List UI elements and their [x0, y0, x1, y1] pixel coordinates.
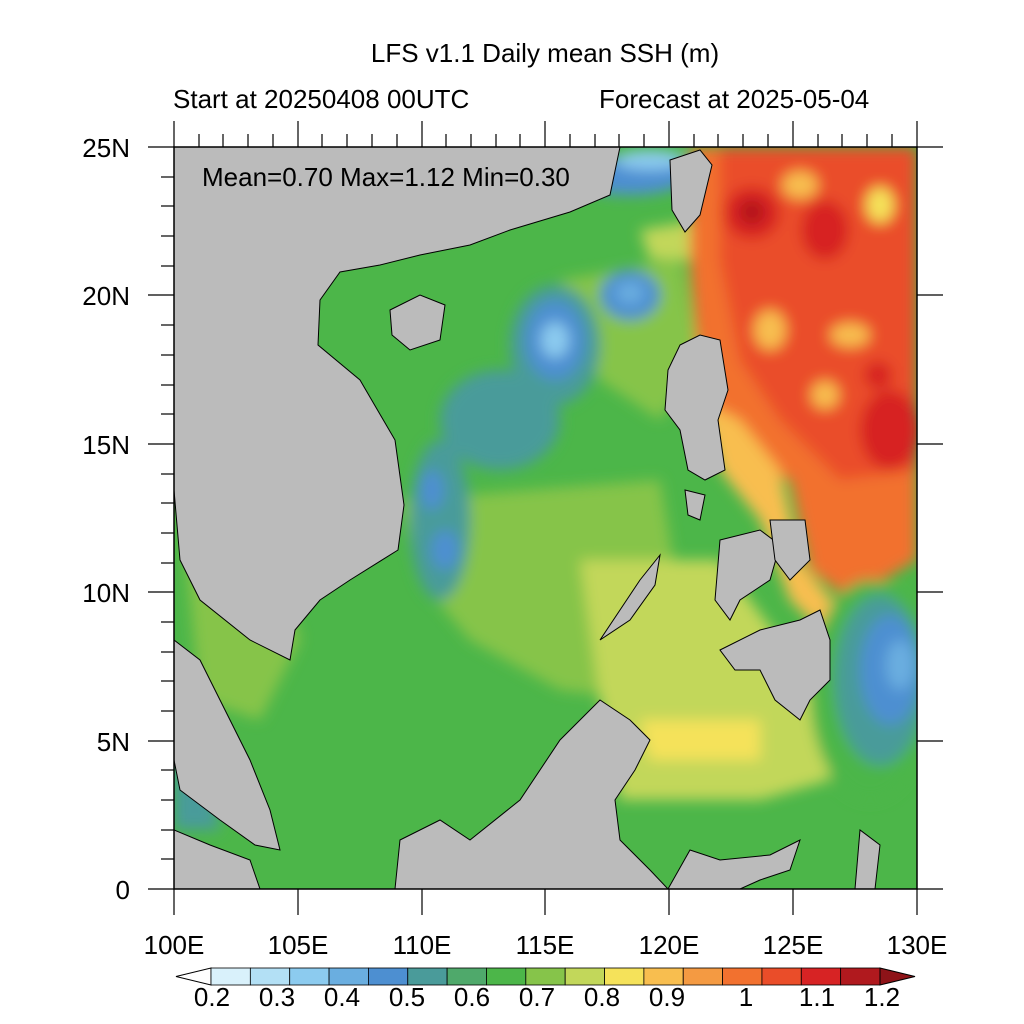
lon-label-125e: 125E	[762, 930, 824, 960]
land-sumatra	[174, 829, 261, 889]
land-luzon	[664, 334, 729, 481]
land-hainan	[389, 294, 446, 351]
land-visayas	[714, 529, 781, 621]
lon-label-100e: 100E	[143, 930, 205, 960]
colorbar-label: 1.1	[798, 982, 836, 1012]
colorbar-label: 0.3	[258, 982, 296, 1012]
lat-label-25n: 25N	[82, 133, 130, 163]
lat-ticks	[148, 146, 943, 890]
start-time-label: Start at 20250408 00UTC	[173, 84, 470, 114]
lon-label-120e: 120E	[638, 930, 700, 960]
land-halmahera	[854, 829, 881, 889]
stats-label: Mean=0.70 Max=1.12 Min=0.30	[202, 162, 570, 192]
lat-label-10n: 10N	[82, 578, 130, 608]
land-samar	[769, 519, 811, 581]
land-palawan	[599, 553, 661, 641]
lat-label-15n: 15N	[82, 430, 130, 460]
colorbar-label: 1.2	[863, 982, 901, 1012]
lon-label-105e: 105E	[267, 930, 329, 960]
land-malay-peninsula	[174, 639, 281, 851]
colorbar-over-arrow	[879, 967, 916, 986]
land-borneo	[394, 699, 669, 889]
lon-ticks	[173, 121, 918, 915]
lat-label-0: 0	[115, 875, 130, 905]
land-mindanao	[719, 609, 831, 721]
land-mask	[174, 147, 881, 889]
lat-label-20n: 20N	[82, 281, 130, 311]
colorbar-label: 0.9	[648, 982, 686, 1012]
lat-label-5n: 5N	[96, 727, 130, 757]
land-taiwan	[669, 149, 713, 233]
land-sulawesi	[667, 839, 801, 889]
lon-label-115e: 115E	[515, 930, 575, 960]
ssh-field	[174, 147, 917, 889]
colorbar-label: 0.8	[583, 982, 621, 1012]
colorbar-label: 0.5	[388, 982, 426, 1012]
colorbar-label: 0.2	[193, 982, 231, 1012]
land-indochina	[174, 147, 621, 661]
forecast-date-label: Forecast at 2025-05-04	[599, 84, 870, 114]
colorbar-label: 1	[738, 982, 754, 1012]
lon-label-110e: 110E	[392, 930, 452, 960]
colorbar	[175, 967, 916, 986]
map-title: LFS v1.1 Daily mean SSH (m)	[370, 38, 720, 68]
land-mindoro	[684, 489, 706, 521]
lon-label-130e: 130E	[886, 930, 948, 960]
colorbar-label: 0.6	[453, 982, 491, 1012]
colorbar-label: 0.7	[518, 982, 556, 1012]
colorbar-label: 0.4	[323, 982, 361, 1012]
